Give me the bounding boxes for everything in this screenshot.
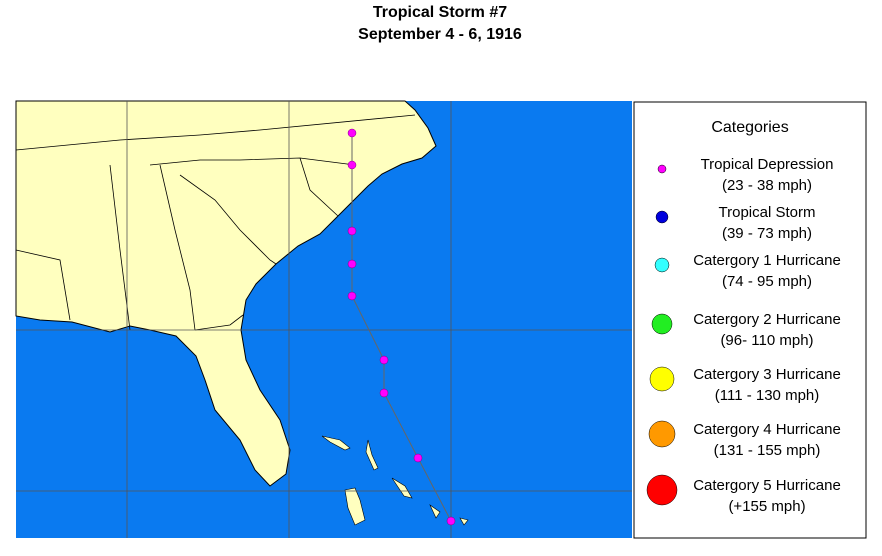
legend-label: Catergory 1 Hurricane [693,252,841,269]
legend-marker [648,420,676,448]
legend: Categories Tropical Depression (23 - 38 m… [633,101,867,539]
legend-marker [655,210,669,224]
legend-marker [654,257,670,273]
legend-label: Tropical Depression [701,156,834,173]
state-borders [15,114,416,331]
legend-label: Catergory 2 Hurricane [693,311,841,328]
land [15,100,437,487]
legend-title: Categories [711,119,788,136]
legend-label: Tropical Storm [719,204,816,221]
legend-label: Catergory 4 Hurricane [693,421,841,438]
legend-marker [649,366,675,392]
legend-label: Catergory 3 Hurricane [693,366,841,383]
track-points [347,128,456,526]
legend-range: (23 - 38 mph) [722,177,812,194]
islands [321,435,469,526]
legend-range: (131 - 155 mph) [714,442,821,459]
subtitle: September 4 - 6, 1916 [358,26,522,43]
legend-range: (39 - 73 mph) [722,225,812,242]
legend-label: Catergory 5 Hurricane [693,477,841,494]
legend-range: (96- 110 mph) [720,332,813,349]
legend-range: (74 - 95 mph) [722,273,812,290]
legend-box [633,101,867,539]
map [15,100,632,538]
legend-marker [657,164,667,174]
legend-range: (+155 mph) [728,498,805,515]
title: Tropical Storm #7 [373,4,507,21]
legend-range: (111 - 130 mph) [715,387,820,404]
legend-marker [651,313,673,335]
graticule [16,101,632,538]
legend-marker [646,474,678,506]
